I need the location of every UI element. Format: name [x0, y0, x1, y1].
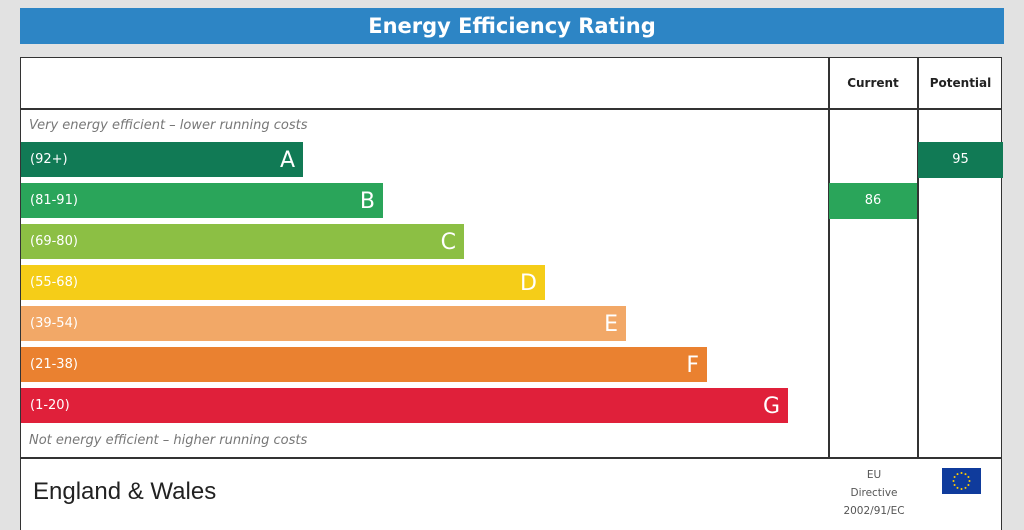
- band-letter: G: [762, 394, 780, 419]
- band-g: (1-20) G: [21, 388, 788, 423]
- band-letter: B: [359, 189, 375, 214]
- current-rating: 86: [829, 183, 917, 219]
- band-range: (92+): [30, 152, 68, 167]
- eu-line: Directive: [850, 487, 898, 499]
- band-a: (92+) A: [21, 142, 303, 177]
- band-d: (55-68) D: [21, 265, 545, 300]
- band-letter: C: [440, 230, 456, 255]
- band-range: (39-54): [30, 316, 78, 331]
- band-letter: E: [604, 312, 618, 337]
- potential-header: Potential: [929, 76, 992, 90]
- divider: [828, 58, 830, 458]
- divider: [917, 58, 919, 458]
- band-range: (81-91): [30, 193, 78, 208]
- rating-chart: Current Potential Very energy efficient …: [20, 57, 1003, 530]
- band-f: (21-38) F: [21, 347, 707, 382]
- region-label: England & Wales: [33, 478, 217, 505]
- eu-line: EU: [866, 469, 882, 481]
- band-letter: D: [520, 271, 537, 296]
- band-b: (81-91) B: [21, 183, 383, 218]
- eu-flag-icon: [942, 468, 981, 494]
- band-letter: F: [686, 353, 699, 378]
- band-range: (21-38): [30, 357, 78, 372]
- potential-rating: 95: [918, 142, 1003, 178]
- divider: [21, 108, 1001, 110]
- eu-directive: EU Directive 2002/91/EC: [829, 466, 919, 520]
- eu-line: 2002/91/EC: [843, 505, 905, 517]
- band-range: (55-68): [30, 275, 78, 290]
- divider: [21, 457, 1001, 459]
- band-range: (69-80): [30, 234, 78, 249]
- band-c: (69-80) C: [21, 224, 464, 259]
- page-title: Energy Efficiency Rating: [20, 8, 1004, 44]
- band-e: (39-54) E: [21, 306, 626, 341]
- band-range: (1-20): [30, 398, 70, 413]
- current-header: Current: [847, 76, 899, 90]
- top-note: Very energy efficient – lower running co…: [29, 118, 308, 133]
- bottom-note: Not energy efficient – higher running co…: [29, 433, 308, 448]
- band-letter: A: [279, 148, 295, 173]
